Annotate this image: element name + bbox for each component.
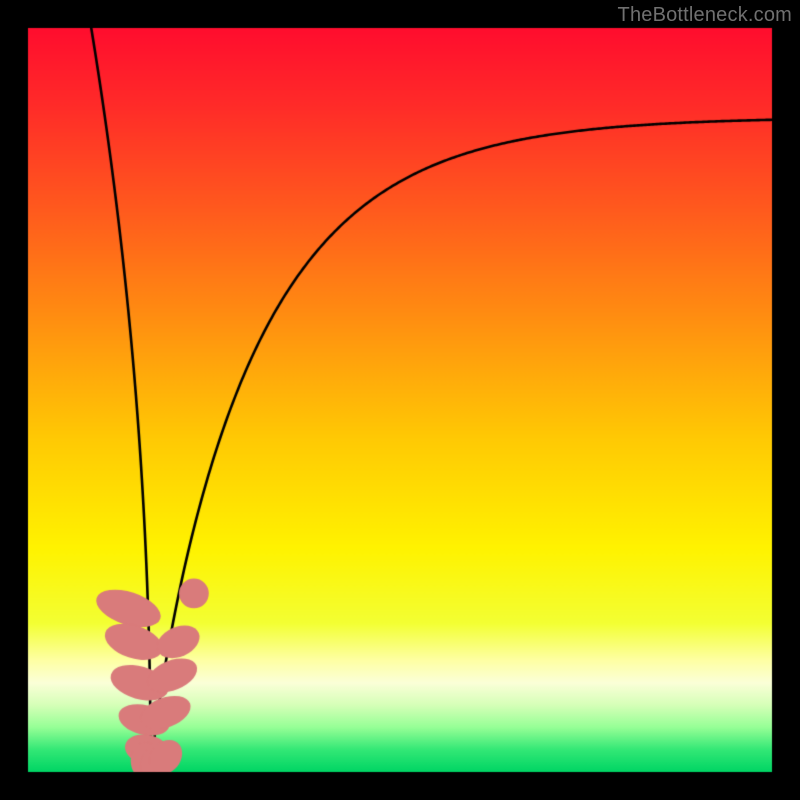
chart-canvas [0, 0, 800, 800]
bottleneck-chart: TheBottleneck.com [0, 0, 800, 800]
